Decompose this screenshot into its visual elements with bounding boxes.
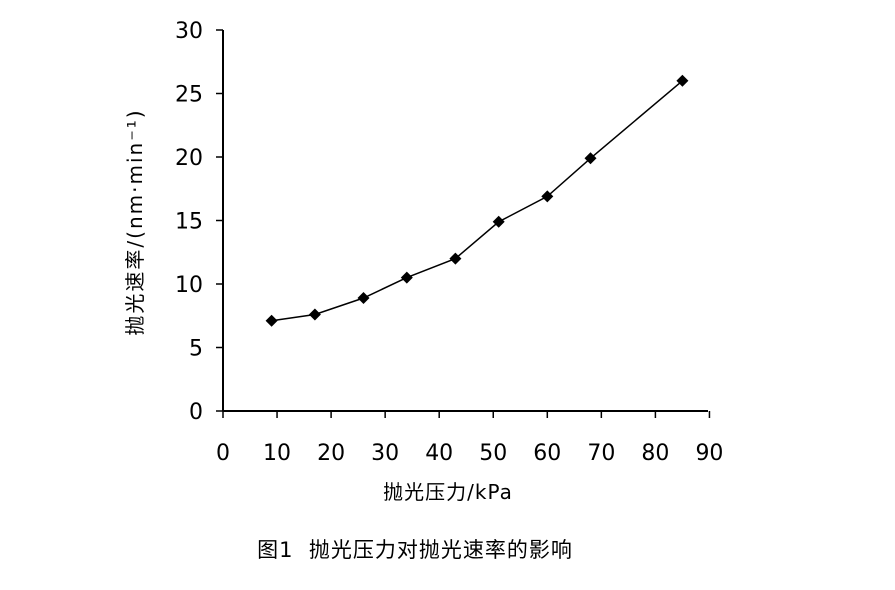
series-line <box>271 80 683 322</box>
x-tick-label: 90 <box>695 441 723 466</box>
x-tick-label: 70 <box>587 441 615 466</box>
y-ticks <box>216 29 223 412</box>
y-tick-label: 25 <box>175 83 203 108</box>
data-point-marker <box>584 152 597 165</box>
x-tick-label: 0 <box>216 441 230 466</box>
data-point-marker <box>541 190 554 203</box>
x-ticks <box>222 411 711 418</box>
data-point-marker <box>308 308 321 321</box>
data-point-marker <box>265 314 278 327</box>
y-axis-label: 抛光速率/(nm·min⁻¹) <box>123 108 147 335</box>
plot-area: 0 5 10 15 20 25 30 0 10 20 30 40 50 60 70 80 90 <box>175 19 723 466</box>
x-tick-label: 40 <box>425 441 453 466</box>
data-point-marker <box>449 252 462 265</box>
data-point-marker <box>492 215 505 228</box>
y-tick-label: 0 <box>189 400 203 425</box>
figure-caption: 图1 抛光压力对抛光速率的影响 <box>257 538 573 562</box>
x-tick-label: 50 <box>479 441 507 466</box>
x-tick-label: 60 <box>533 441 561 466</box>
y-tick-label: 30 <box>175 19 203 44</box>
y-tick-label: 20 <box>175 146 203 171</box>
y-tick-label: 10 <box>175 273 203 298</box>
series-line-group <box>265 74 689 327</box>
data-point-marker <box>357 292 370 304</box>
x-tick-label: 80 <box>641 441 669 466</box>
x-axis-label: 抛光压力/kPa <box>383 480 513 504</box>
y-tick-label: 5 <box>189 337 203 362</box>
x-tick-label: 20 <box>317 441 345 466</box>
x-tick-label: 30 <box>371 441 399 466</box>
x-tick-label: 10 <box>263 441 291 466</box>
data-point-marker <box>676 74 689 87</box>
data-point-marker <box>400 271 413 284</box>
x-tick-labels: 0 10 20 30 40 50 60 70 80 90 <box>216 441 723 466</box>
y-tick-label: 15 <box>175 210 203 235</box>
y-tick-labels: 0 5 10 15 20 25 30 <box>175 19 203 425</box>
